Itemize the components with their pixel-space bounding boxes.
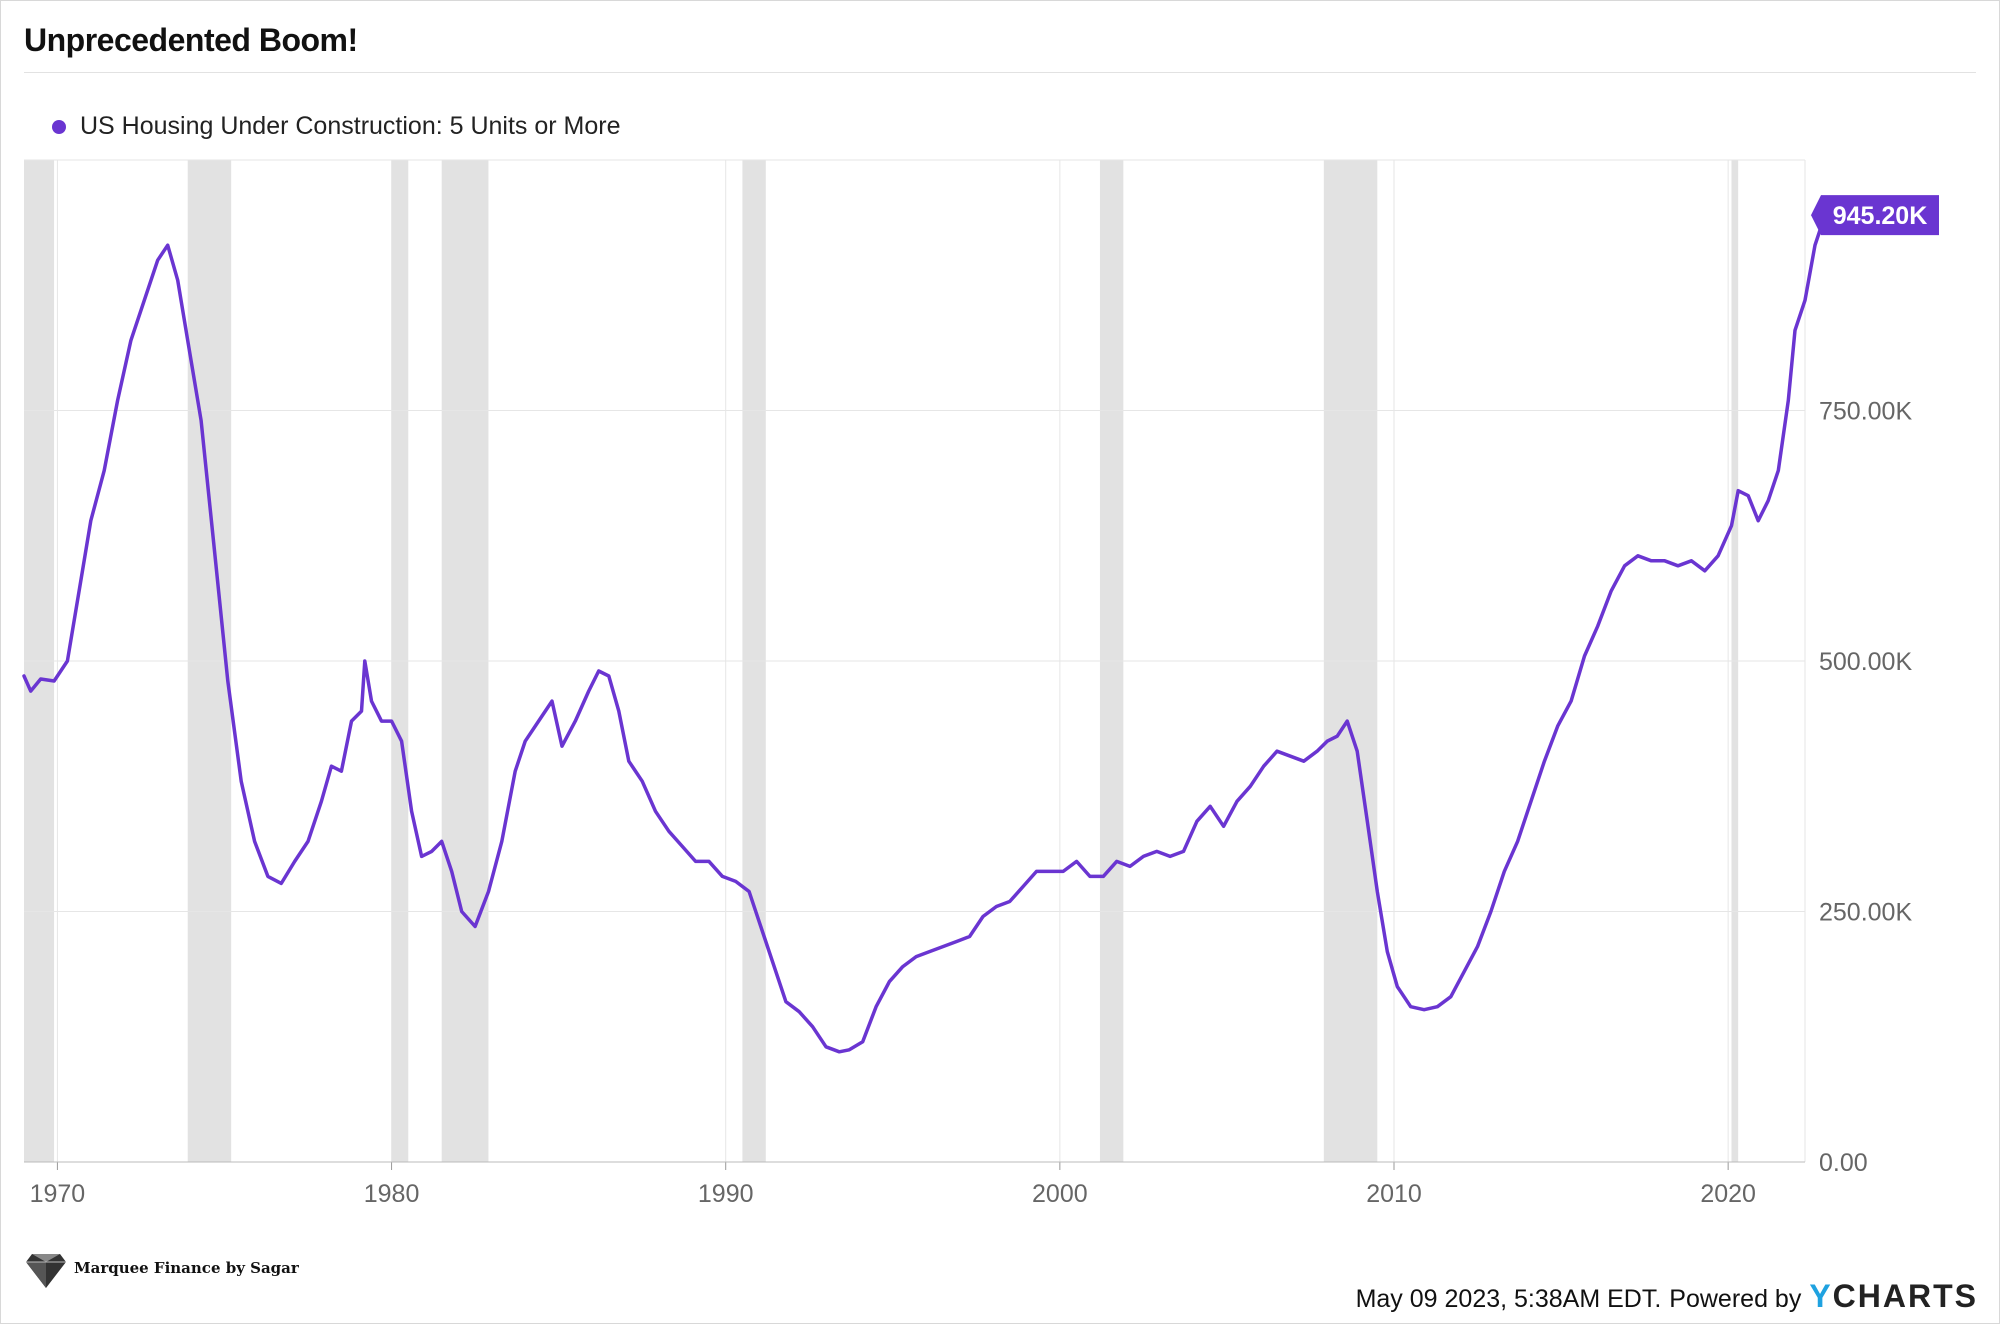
legend-label: US Housing Under Construction: 5 Units o… xyxy=(80,112,621,140)
brand-logo-text: Marquee Finance by Sagar xyxy=(74,1259,299,1277)
ycharts-logo[interactable]: YCHARTS xyxy=(1809,1278,1978,1315)
legend[interactable]: US Housing Under Construction: 5 Units o… xyxy=(52,112,621,141)
brand-logo: Marquee Finance by Sagar xyxy=(26,1248,299,1288)
legend-marker xyxy=(52,119,66,134)
x-tick-label: 2020 xyxy=(1700,1180,1756,1208)
x-tick-label: 2000 xyxy=(1032,1180,1088,1208)
y-tick-label: 250.00K xyxy=(1819,899,1912,927)
powered-by: Powered by xyxy=(1669,1285,1802,1313)
diamond-icon xyxy=(26,1254,66,1288)
x-tick-label: 1990 xyxy=(698,1180,754,1208)
last-value-flag xyxy=(1811,195,1939,236)
ycharts-logo-rest: CHARTS xyxy=(1832,1278,1978,1314)
x-tick-label: 1980 xyxy=(364,1180,420,1208)
chart-title: Unprecedented Boom! xyxy=(24,22,358,58)
y-tick-label: 0.00 xyxy=(1819,1149,1868,1177)
y-tick-label: 500.00K xyxy=(1819,648,1912,676)
timestamp: May 09 2023, 5:38AM EDT. xyxy=(1355,1285,1662,1313)
series-line xyxy=(22,213,1827,1054)
y-tick-label: 750.00K xyxy=(1819,398,1912,426)
x-tick-label: 2010 xyxy=(1366,1180,1422,1208)
x-tick-label: 1970 xyxy=(30,1180,86,1208)
title-divider xyxy=(24,72,1976,73)
last-value-label: 945.20K xyxy=(1833,202,1928,230)
footer-credit: May 09 2023, 5:38AM EDT. Powered by YCHA… xyxy=(1356,1278,1978,1315)
ycharts-logo-y: Y xyxy=(1809,1278,1833,1314)
